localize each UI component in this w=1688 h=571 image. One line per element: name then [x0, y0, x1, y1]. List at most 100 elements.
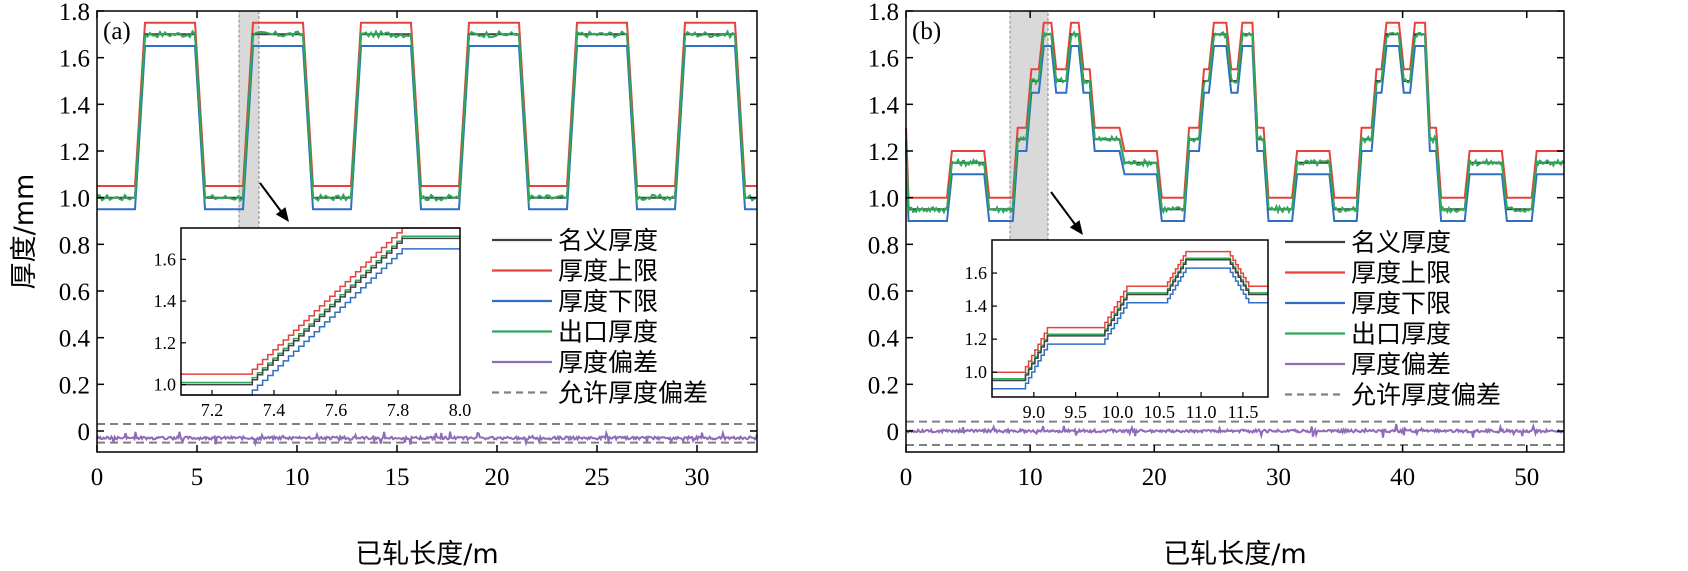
inset-x-tick-label: 10.5 [1144, 402, 1176, 422]
x-tick-label: 10 [285, 464, 310, 491]
upper-limit-line [97, 21, 757, 187]
inset-y-tick-label: 1.4 [965, 296, 988, 316]
x-axis-label: 已轧长度/m [355, 539, 498, 570]
panel-label: (a) [103, 18, 131, 45]
inset-upper-limit-line [181, 227, 460, 375]
inset-x-tick-label: 7.8 [387, 400, 410, 420]
inset-x-tick-label: 10.0 [1102, 402, 1134, 422]
legend-label: 名义厚度 [558, 226, 658, 255]
zoom-arrow-head [275, 207, 289, 222]
legend-label: 名义厚度 [1351, 228, 1451, 257]
y-tick-label: 0.6 [59, 279, 90, 306]
exit-thickness-line [905, 29, 1565, 215]
inset-x-tick-label: 7.6 [325, 400, 348, 420]
thickness-deviation-line [905, 422, 1565, 440]
panel-label: (b) [912, 18, 941, 45]
x-tick-label: 20 [1142, 464, 1167, 491]
y-tick-label: 0.6 [868, 279, 899, 306]
legend-label: 厚度上限 [1351, 259, 1451, 288]
chart-panel-a: 0 0.2 0.4 0.6 0.8 1.0 1.2 1.4 1.6 1.8 0 5 10 15 20 25 30… [9, 0, 758, 570]
legend-label: 允许厚度偏差 [558, 379, 708, 408]
y-tick-label: 0.8 [59, 232, 90, 259]
lower-limit-line [905, 45, 1564, 222]
x-tick-label: 10 [1018, 464, 1043, 491]
zoom-arrow [1050, 191, 1078, 228]
plot-frame [905, 10, 1565, 453]
legend-label: 允许厚度偏差 [1351, 381, 1501, 410]
exit-thickness-line [96, 29, 758, 204]
plot-frame [96, 10, 758, 453]
chart-panel-b: 0 0.2 0.4 0.6 0.8 1.0 1.2 1.4 1.6 1.8 0 10 20 30 40 50 (… [868, 0, 1565, 570]
inset-y-tick-label: 1.2 [154, 333, 177, 353]
inset-x-tick-label: 8.0 [449, 400, 472, 420]
inset-y-tick-label: 1.4 [154, 291, 177, 311]
x-axis-label: 已轧长度/m [1163, 539, 1306, 570]
thickness-deviation-line [96, 429, 758, 448]
x-tick-label: 40 [1390, 464, 1415, 491]
legend-label: 出口厚度 [1351, 320, 1451, 349]
inset-upper-limit-line [992, 250, 1268, 373]
legend-label: 厚度偏差 [1351, 350, 1451, 379]
y-tick-label: 1.4 [59, 92, 91, 119]
inset-x-tick-label: 11.0 [1186, 402, 1217, 422]
y-tick-label: 0 [887, 419, 900, 446]
legend-label: 厚度上限 [558, 257, 658, 286]
y-tick-label: 1.2 [59, 139, 90, 166]
legend-label: 厚度偏差 [558, 348, 658, 377]
inset-chart: 1.0 1.2 1.4 1.6 9.0 9.5 10.0 10.5 11.0 11.5 [965, 239, 1269, 422]
inset-x-tick-label: 9.5 [1064, 402, 1087, 422]
y-tick-label: 1.0 [868, 186, 899, 213]
x-tick-label: 20 [485, 464, 510, 491]
x-tick-label: 15 [385, 464, 410, 491]
legend-label: 厚度下限 [1351, 289, 1451, 318]
x-tick-label: 30 [685, 464, 710, 491]
y-tick-label: 0.4 [868, 326, 900, 353]
inset-y-tick-label: 1.2 [965, 329, 988, 349]
legend-label: 出口厚度 [558, 318, 658, 347]
y-tick-label: 1.4 [868, 92, 900, 119]
inset-y-tick-label: 1.0 [154, 375, 177, 395]
y-tick-label: 1.8 [868, 0, 899, 26]
inset-lower-limit-line [992, 267, 1268, 390]
y-tick-label: 0.2 [59, 372, 90, 399]
inset-background [992, 240, 1268, 397]
inset-y-tick-label: 1.0 [965, 362, 988, 382]
inset-y-tick-label: 1.6 [965, 263, 988, 283]
y-tick-label: 1.2 [868, 139, 899, 166]
inset-frame [991, 239, 1269, 398]
x-tick-label: 25 [585, 464, 610, 491]
y-tick-label: 0.2 [868, 372, 899, 399]
y-tick-label: 1.8 [59, 0, 90, 26]
x-tick-label: 0 [900, 464, 913, 491]
y-tick-label: 0.8 [868, 232, 899, 259]
inset-y-tick-label: 1.6 [154, 249, 177, 269]
y-tick-label: 1.6 [59, 46, 90, 73]
inset-lower-limit-line [181, 248, 460, 396]
upper-limit-line [905, 21, 1564, 199]
inset-nominal-thickness-line [992, 259, 1268, 382]
inset-x-tick-label: 9.0 [1023, 402, 1046, 422]
y-tick-label: 1.6 [868, 46, 899, 73]
y-tick-label: 1.0 [59, 186, 90, 213]
lower-limit-line [97, 45, 757, 211]
y-tick-label: 0.4 [59, 326, 91, 353]
legend-label: 厚度下限 [558, 287, 658, 316]
inset-chart: 1.0 1.2 1.4 1.6 7.2 7.4 7.6 7.8 8.0 [154, 227, 472, 420]
zoom-arrow-head [1069, 220, 1083, 235]
inset-x-tick-label: 7.2 [201, 400, 224, 420]
x-tick-label: 30 [1266, 464, 1291, 491]
inset-background [181, 228, 460, 395]
inset-frame [180, 227, 461, 396]
inset-x-tick-label: 7.4 [263, 400, 286, 420]
y-tick-label: 0 [78, 419, 91, 446]
inset-x-tick-label: 11.5 [1227, 402, 1258, 422]
y-axis-label: 厚度/mm [9, 174, 40, 290]
x-tick-label: 5 [191, 464, 204, 491]
inset-nominal-thickness-line [181, 237, 460, 386]
x-tick-label: 50 [1514, 464, 1539, 491]
zoom-arrow [259, 182, 284, 215]
x-tick-label: 0 [91, 464, 104, 491]
